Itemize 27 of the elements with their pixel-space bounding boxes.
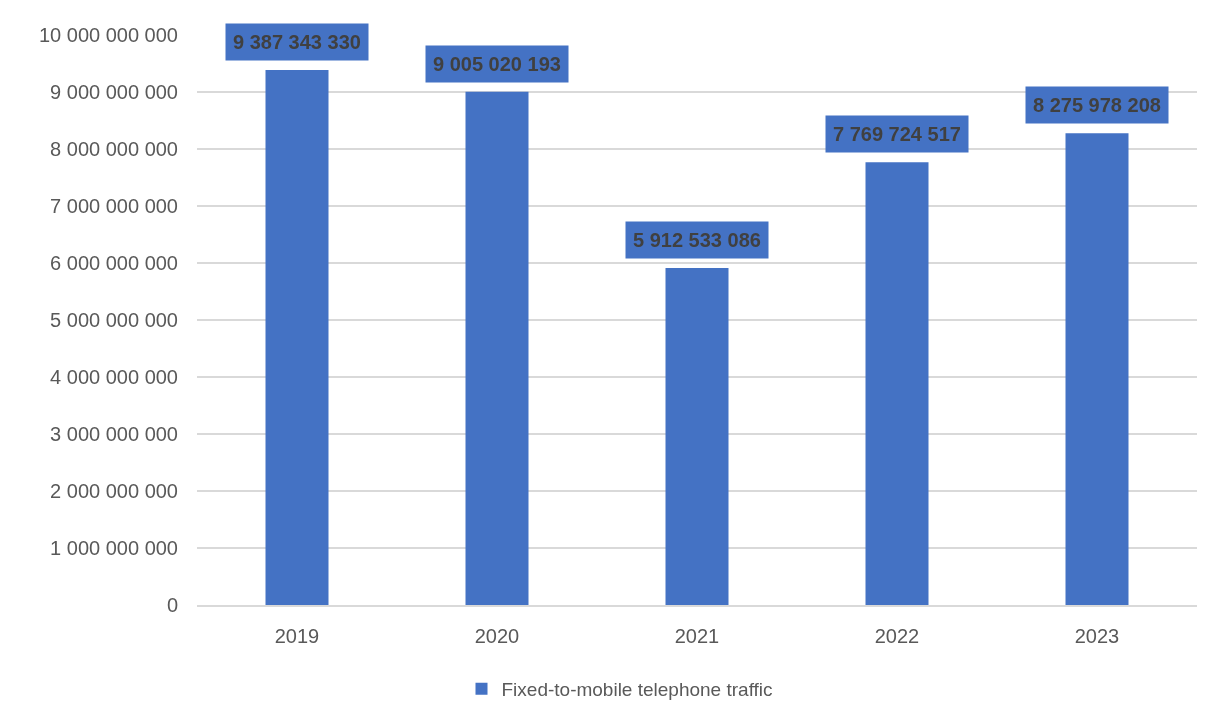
y-tick-label: 2 000 000 000 <box>50 480 178 502</box>
y-tick-label: 6 000 000 000 <box>50 252 178 274</box>
data-label: 9 005 020 193 <box>433 53 561 75</box>
data-label: 5 912 533 086 <box>633 229 761 251</box>
y-tick-label: 9 000 000 000 <box>50 81 178 103</box>
y-tick-label: 8 000 000 000 <box>50 138 178 160</box>
bar <box>265 69 329 605</box>
y-tick-label: 0 <box>166 594 178 616</box>
y-tick-label: 7 000 000 000 <box>50 195 178 217</box>
data-label: 8 275 978 208 <box>1033 94 1161 116</box>
x-tick-label: 2019 <box>274 624 320 647</box>
y-tick-label: 1 000 000 000 <box>50 537 178 559</box>
bar <box>465 91 529 605</box>
bar <box>1065 133 1129 605</box>
y-tick-label: 5 000 000 000 <box>50 309 178 331</box>
legend-label: Fixed-to-mobile telephone traffic <box>501 679 773 701</box>
x-tick-label: 2023 <box>1074 624 1120 647</box>
bar <box>865 162 929 605</box>
y-tick-label: 3 000 000 000 <box>50 423 178 445</box>
x-tick-label: 2021 <box>674 624 720 647</box>
y-tick-label: 4 000 000 000 <box>50 366 178 388</box>
bar <box>665 267 729 605</box>
data-label: 9 387 343 330 <box>233 31 361 53</box>
x-tick-label: 2020 <box>474 624 520 647</box>
x-tick-label: 2022 <box>874 624 920 647</box>
y-tick-label: 10 000 000 000 <box>38 24 178 46</box>
data-label: 7 769 724 517 <box>833 123 961 145</box>
